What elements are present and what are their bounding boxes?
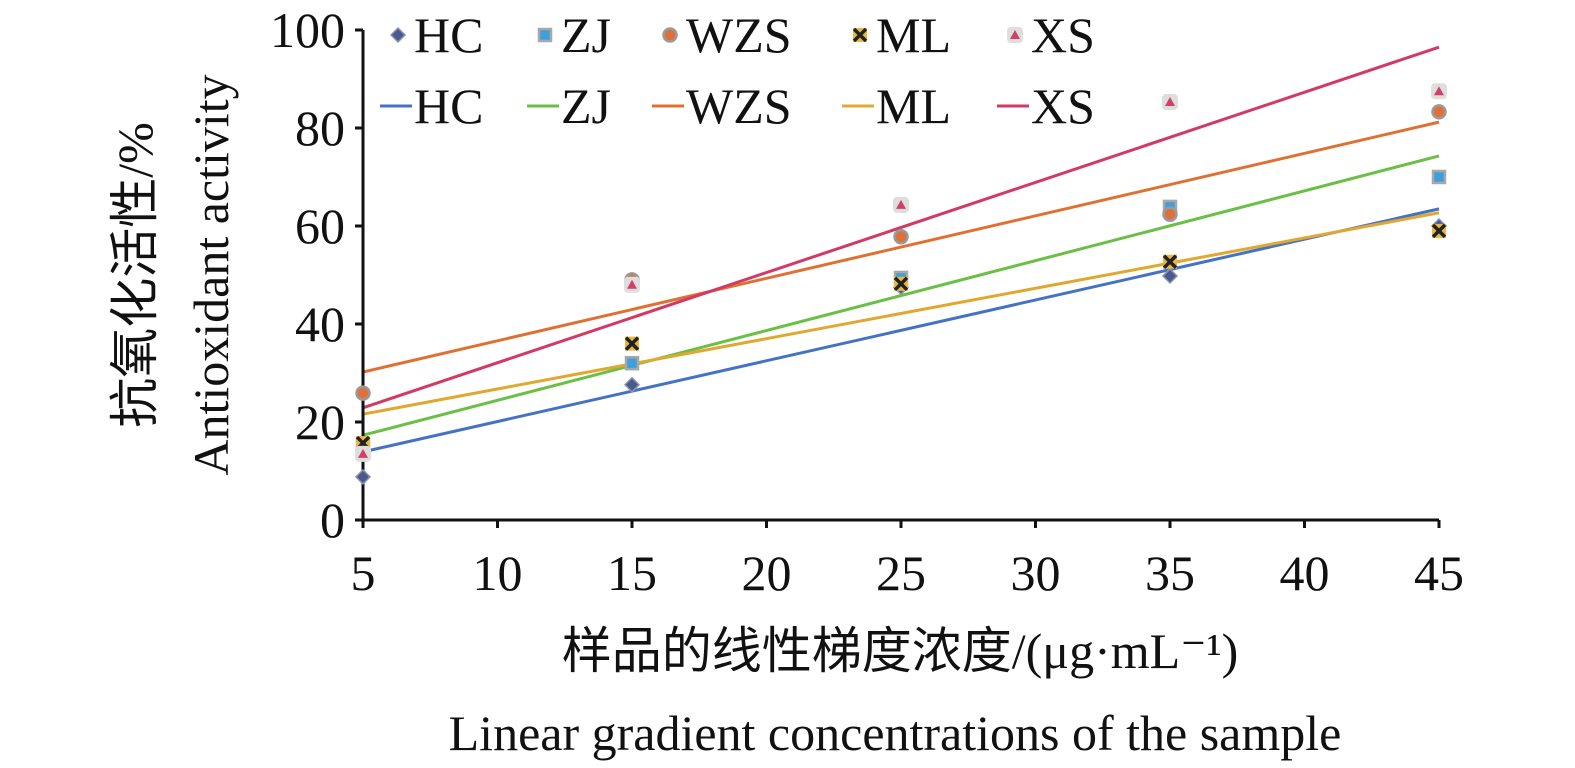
trendline-xs — [362, 45, 1440, 410]
point-hc — [354, 468, 372, 485]
legend-marker-hc — [389, 26, 407, 44]
point-xs — [1431, 83, 1447, 100]
point-xs-tri — [627, 279, 637, 289]
legend-label-zj: ZJ — [561, 7, 611, 63]
point-ml-cross — [624, 336, 640, 351]
point-xs-tri — [1434, 86, 1444, 96]
x-tick-label: 5 — [351, 545, 376, 601]
point-xs — [1162, 94, 1178, 111]
legend-marker-wzs — [662, 27, 678, 43]
point-zj — [624, 355, 640, 371]
point-ml-cross — [893, 276, 909, 292]
point-wzs — [1162, 206, 1178, 222]
point-xs-tri — [358, 448, 368, 458]
point-ml-cross — [1162, 254, 1178, 270]
legend-marker-xs-tri — [1010, 30, 1020, 39]
point-wzs — [893, 229, 909, 245]
trendline-hc — [362, 207, 1440, 454]
legend-marker-xs — [1007, 27, 1023, 43]
y-axis-title-cn: 抗氧化活性/% — [107, 122, 163, 428]
point-hc — [1161, 267, 1179, 285]
legend-marker-ml-cross — [852, 27, 868, 43]
point-xs — [893, 196, 909, 213]
y-axis-title-en: Antioxidant activity — [183, 74, 239, 475]
y-tick-label: 0 — [320, 492, 345, 548]
point-xs — [624, 276, 640, 293]
x-axis-title-en: Linear gradient concentrations of the sa… — [449, 705, 1342, 761]
x-tick-label: 10 — [473, 545, 523, 601]
point-ml — [1431, 223, 1447, 239]
point-ml-cross — [1431, 223, 1447, 239]
point-ml — [893, 276, 909, 292]
y-tick-label: 80 — [295, 100, 345, 156]
point-hc — [623, 376, 641, 393]
point-ml — [1162, 254, 1178, 270]
x-tick-label: 35 — [1145, 545, 1195, 601]
x-axis-title-cn: 样品的线性梯度浓度/(μg·mL⁻¹) — [562, 623, 1238, 679]
trendline-wzs — [362, 120, 1440, 374]
legend-label-ml: ML — [876, 7, 951, 63]
legend-label-wzs: WZS — [686, 7, 792, 63]
x-tick-label: 40 — [1280, 545, 1330, 601]
x-tick-label: 30 — [1011, 545, 1061, 601]
legend-marker-zj — [537, 27, 553, 43]
y-tick-label: 60 — [295, 198, 345, 254]
legend-line-label-xs: XS — [1031, 78, 1095, 134]
legend-line-label-hc: HC — [414, 78, 483, 134]
point-wzs — [1431, 104, 1447, 120]
x-tick-label: 25 — [876, 545, 926, 601]
legend-label-hc: HC — [414, 7, 483, 63]
point-ml — [624, 336, 640, 351]
x-tick-label: 45 — [1414, 545, 1464, 601]
point-xs — [355, 445, 371, 462]
y-tick-label: 20 — [295, 394, 345, 450]
y-tick-label: 100 — [270, 2, 345, 58]
x-tick-label: 20 — [742, 545, 792, 601]
trendline-zj — [362, 154, 1440, 437]
legend-label-xs: XS — [1031, 7, 1095, 63]
x-tick-label: 15 — [607, 545, 657, 601]
point-xs-tri — [896, 199, 906, 209]
trendline-ml — [362, 211, 1440, 416]
point-zj — [1431, 169, 1447, 185]
point-xs-tri — [1165, 97, 1175, 107]
point-wzs — [355, 385, 371, 401]
legend-line-label-wzs: WZS — [686, 78, 792, 134]
legend-line-label-zj: ZJ — [561, 78, 611, 134]
y-tick-label: 40 — [295, 296, 345, 352]
legend-marker-ml — [852, 27, 868, 43]
legend-line-label-ml: ML — [876, 78, 951, 134]
